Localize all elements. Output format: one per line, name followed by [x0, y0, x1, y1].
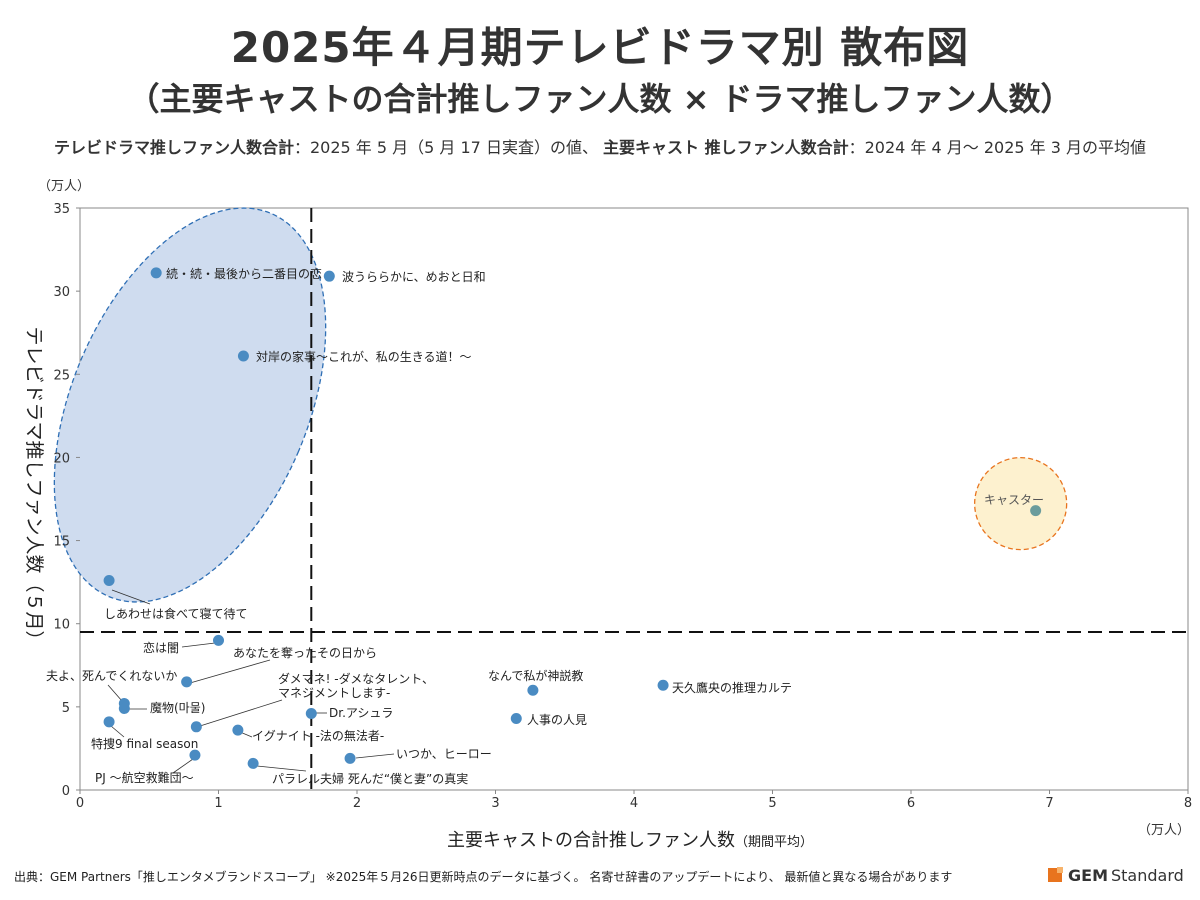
point-label: 波うららかに、めおと日和	[342, 270, 486, 284]
data-point	[103, 574, 115, 586]
leader-line	[189, 659, 271, 684]
y-tick-label: 15	[53, 535, 70, 550]
y-tick-label: 30	[53, 285, 70, 300]
point-label: イグナイト -法の無法者-	[252, 728, 384, 743]
data-note: テレビドラマ推しファン人数合計：2025 年 5 月（5 月 17 日実査）の値…	[0, 134, 1200, 158]
y-tick-label: 10	[53, 618, 70, 633]
y-axis-unit: （万人）	[38, 179, 90, 194]
point-label: いつか、ヒーロー	[396, 747, 492, 761]
note-text-2: ：2024 年 4 月～ 2025 年 3 月の平均値	[848, 138, 1147, 157]
point-label: PJ ～航空救難団～	[95, 770, 194, 785]
point-label-line2: マネジメントします-	[278, 686, 390, 700]
y-tick-label: 25	[53, 368, 70, 383]
point-label: なんで私が神説教	[488, 668, 583, 683]
brand-standard: Standard	[1110, 865, 1184, 885]
data-point	[344, 752, 356, 764]
x-tick-label: 2	[353, 796, 361, 811]
leader-line	[107, 684, 123, 702]
note-text-1: ：2025 年 5 月（5 月 17 日実査）の値、	[293, 138, 598, 157]
x-axis-unit: （万人）	[1138, 823, 1190, 838]
y-axis-label: テレビドラマ推しファン人数（５月）	[23, 326, 45, 649]
data-point	[1030, 505, 1042, 517]
x-tick-label: 8	[1184, 796, 1192, 811]
leader-line	[181, 642, 216, 648]
y-tick-label: 5	[62, 701, 70, 716]
chart-subtitle: （主要キャストの合計推しファン人数 × ドラマ推しファン人数）	[127, 80, 1073, 118]
source-note: 出典：GEM Partners「推しエンタメブランドスコープ」 ※2025年５月…	[14, 870, 953, 884]
leader-line	[355, 753, 395, 759]
scatter-chart: 0 1 2 3 4 5 6 7 8 0 5 10 15 20 25 30 35 主要キャストの合計推しファン人数（…	[23, 179, 1192, 851]
x-tick-label: 4	[630, 796, 638, 811]
point-label: 天久鷹央の推理カルテ	[672, 680, 792, 695]
note-bold-1: テレビドラマ推しファン人数合計	[53, 138, 294, 157]
note-bold-2: 主要キャスト 推しファン人数合計	[603, 138, 849, 157]
point-label: 人事の人見	[527, 713, 587, 727]
leader-line	[172, 758, 194, 774]
data-point	[190, 721, 202, 733]
data-point	[305, 708, 317, 720]
point-label: キャスター	[984, 493, 1044, 507]
point-label: パラレル夫婦 死んだ“僕と妻”の真実	[272, 771, 468, 786]
leader-line	[111, 589, 151, 605]
point-label: ダメマネ! -ダメなタレント、	[278, 671, 434, 686]
data-point	[247, 757, 259, 769]
leader-line	[110, 725, 125, 738]
x-tick-label: 5	[768, 796, 776, 811]
highlight-circle	[974, 456, 1068, 551]
data-point	[510, 712, 522, 724]
point-label: 恋は闇	[143, 640, 179, 655]
x-tick-label: 6	[907, 796, 915, 811]
data-point	[323, 270, 335, 282]
y-tick-label: 35	[53, 202, 70, 217]
data-point	[232, 724, 244, 736]
point-label: 夫よ、死んでくれないか	[46, 669, 177, 683]
point-label: Dr.アシュラ	[329, 706, 393, 720]
point-label: あなたを奪ったその日から	[233, 645, 377, 660]
y-tick-label: 20	[53, 451, 70, 466]
x-axis-label: 主要キャストの合計推しファン人数（期間平均）	[447, 830, 813, 851]
highlight-ellipse	[53, 207, 327, 603]
x-tick-label: 7	[1045, 796, 1053, 811]
point-label: 対岸の家事～これが、私の生きる道！～	[256, 349, 472, 364]
point-label: 特捜9 final season	[91, 736, 198, 751]
data-point	[103, 716, 115, 728]
point-label: 魔物(마물)	[150, 700, 205, 715]
x-tick-label: 0	[76, 796, 84, 811]
brand-mark-icon	[1048, 867, 1063, 882]
y-tick-label: 0	[62, 784, 70, 799]
data-point	[189, 749, 201, 761]
data-point	[527, 684, 539, 696]
data-point	[657, 679, 669, 691]
data-point	[150, 267, 162, 279]
x-tick-label: 1	[214, 796, 222, 811]
leader-line	[199, 699, 283, 727]
leader-line	[256, 765, 307, 772]
brand-logo: GEM Standard	[1048, 864, 1184, 886]
point-label: しあわせは食べて寝て待て	[104, 606, 248, 621]
point-label: 続・続・最後から二番目の恋	[166, 266, 322, 281]
brand-gem: GEM	[1068, 865, 1108, 885]
data-point	[213, 634, 224, 646]
chart-title: 2025年４月期テレビドラマ別 散布図	[230, 23, 970, 72]
x-tick-label: 3	[491, 796, 499, 811]
data-point	[118, 703, 130, 715]
data-point	[181, 676, 193, 688]
data-point	[237, 350, 249, 362]
